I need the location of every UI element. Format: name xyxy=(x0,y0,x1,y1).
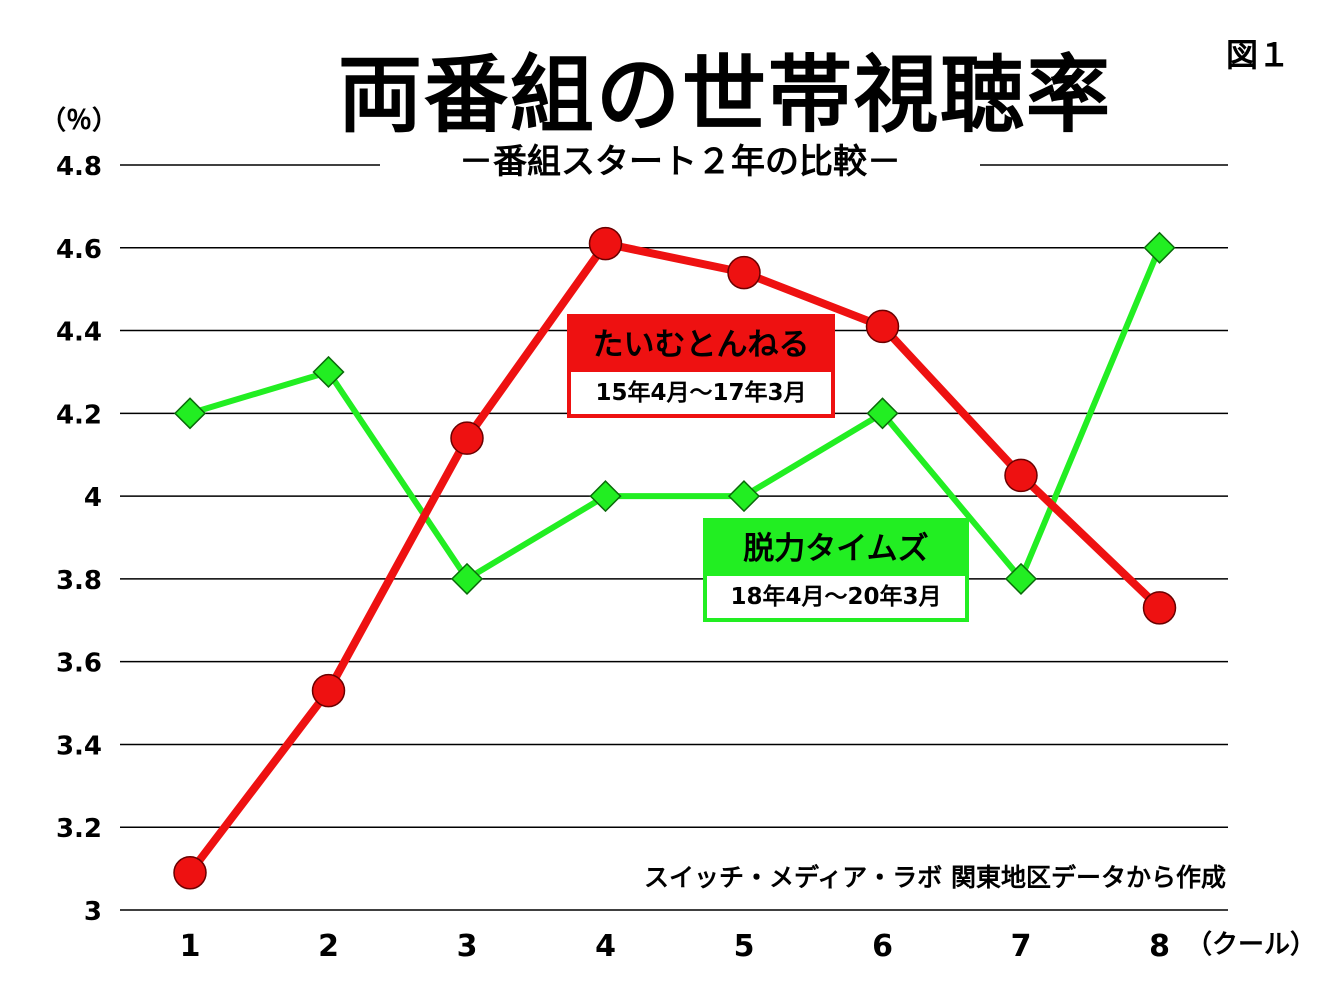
series-markers xyxy=(173,226,1177,890)
y-tick-label: 4 xyxy=(84,483,102,513)
point-marker-taimu xyxy=(1142,591,1177,625)
x-tick-labels: 1 2 3 4 5 6 7 8 xyxy=(180,929,1170,964)
x-tick-label: 1 xyxy=(180,929,201,964)
y-tick-label: 4.2 xyxy=(56,400,102,430)
series-line-datsu xyxy=(189,246,1163,582)
x-tick-label: 7 xyxy=(1011,929,1032,964)
point-marker-taimu xyxy=(311,673,346,708)
point-marker-taimu xyxy=(727,255,761,290)
point-marker-taimu xyxy=(450,421,484,455)
x-tick-label: 2 xyxy=(318,929,339,964)
series-name-datsu: 脱力タイムズ xyxy=(707,522,965,576)
chart-subtitle: －番組スタート２年の比較－ xyxy=(380,134,980,183)
y-unit-label: （％） xyxy=(40,106,119,136)
series-label-taimu: たいむとんねる 15年4月～17年3月 xyxy=(567,314,835,418)
point-marker-taimu xyxy=(173,856,207,890)
y-tick-label: 3.2 xyxy=(56,814,102,844)
point-marker-datsu xyxy=(312,355,345,389)
point-marker-taimu xyxy=(865,309,900,344)
y-tick-label: 4.8 xyxy=(56,152,102,182)
figure-label: 図１ xyxy=(1226,36,1291,74)
point-marker-datsu xyxy=(866,397,899,430)
y-tick-label: 3.4 xyxy=(56,731,102,761)
grid-lines xyxy=(120,164,1228,911)
point-marker-taimu xyxy=(1004,458,1038,493)
chart-title: 両番組の世帯視聴率 xyxy=(337,46,1112,144)
point-marker-datsu xyxy=(727,480,761,513)
y-tick-label: 3 xyxy=(84,897,102,927)
y-tick-label: 4.6 xyxy=(56,235,102,265)
point-marker-datsu xyxy=(1004,562,1038,595)
x-tick-label: 4 xyxy=(595,929,616,964)
point-marker-datsu xyxy=(1143,231,1176,264)
series-name-taimu: たいむとんねる xyxy=(571,318,831,372)
source-note: スイッチ・メディア・ラボ 関東地区データから作成 xyxy=(640,858,1230,894)
x-tick-label: 8 xyxy=(1149,929,1170,964)
x-tick-label: 5 xyxy=(734,929,755,964)
point-marker-datsu xyxy=(450,562,484,595)
series-period-datsu: 18年4月～20年3月 xyxy=(707,576,965,618)
y-tick-label: 3.6 xyxy=(56,649,102,679)
point-marker-datsu xyxy=(589,480,622,513)
x-tick-label: 6 xyxy=(872,929,893,964)
point-marker-datsu xyxy=(173,397,207,430)
y-tick-label: 4.4 xyxy=(56,318,102,348)
y-tick-labels: 3 3.2 3.4 3.6 3.8 4 4.2 4.4 4.6 4.8 xyxy=(56,152,102,927)
series-lines xyxy=(186,239,1163,876)
series-label-datsu: 脱力タイムズ 18年4月～20年3月 xyxy=(703,518,969,622)
series-period-taimu: 15年4月～17年3月 xyxy=(571,372,831,414)
y-tick-label: 3.8 xyxy=(56,566,102,596)
x-unit-label: （クール） xyxy=(1186,930,1317,960)
point-marker-taimu xyxy=(588,226,623,261)
x-tick-label: 3 xyxy=(457,929,478,964)
series-line-taimu xyxy=(186,239,1163,876)
